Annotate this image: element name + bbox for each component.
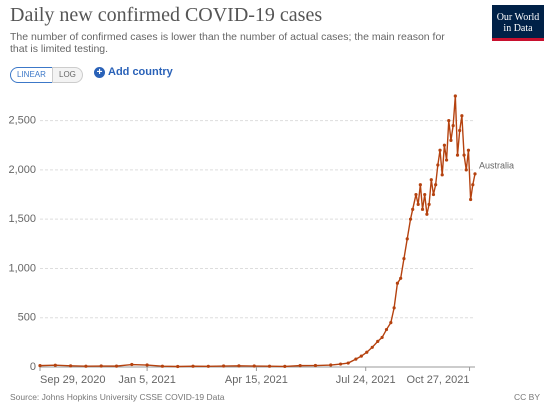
source: Source: Johns Hopkins University CSSE CO… [10,392,225,402]
data-point [313,363,318,368]
chart-subtitle: The number of confirmed cases is lower t… [10,31,445,55]
data-point [453,94,457,98]
y-tick-label: 2,500 [8,115,36,127]
linear-button[interactable]: LINEAR [10,67,53,83]
data-point [416,202,420,206]
data-point [455,153,460,157]
data-point [237,364,241,368]
log-button[interactable]: LOG [52,67,83,83]
data-point [160,364,165,368]
data-point [84,364,88,368]
series-line [39,95,476,368]
data-point [222,364,226,368]
data-point [429,178,433,182]
data-point [267,364,272,368]
data-point [365,350,369,354]
data-point [447,119,451,123]
data-point [359,354,363,358]
data-point [176,364,180,369]
data-point [298,364,302,368]
data-point [338,362,343,366]
data-point [414,192,418,197]
data-point [370,345,374,349]
y-tick-label: 500 [18,312,36,324]
y-tick-label: 0 [30,361,36,373]
data-point [473,172,477,176]
x-tick-label: Apr 15, 2021 [225,374,288,386]
data-point [427,202,431,206]
data-point [451,123,455,128]
x-tick-label: Sep 29, 2020 [40,374,105,386]
x-tick-label: Jul 24, 2021 [336,374,396,386]
data-point [206,364,210,368]
data-point [252,364,256,368]
data-point [458,128,462,133]
data-point [425,212,429,216]
data-point [442,143,446,147]
data-point [53,363,57,367]
data-point [460,114,464,118]
data-point [191,364,195,368]
data-point [471,183,475,187]
data-point [376,339,380,343]
data-point [462,153,466,157]
series-label: Australia [479,160,514,170]
data-point [434,183,438,187]
y-tick-label: 1,500 [8,213,36,225]
data-point [283,364,287,369]
data-point [405,237,409,241]
data-point [130,362,134,367]
logo[interactable]: Our World in Data [492,5,544,41]
y-tick-label: 2,000 [8,164,36,176]
data-point [444,158,449,162]
data-point [114,364,119,368]
data-point [346,361,350,365]
data-point [440,173,444,177]
data-point [418,183,422,187]
data-point [420,207,425,211]
x-tick-label: Jan 5, 2021 [118,374,176,386]
data-point [431,192,436,197]
data-point [399,276,403,280]
data-point [329,363,333,367]
data-point [436,163,440,167]
plus-icon: + [94,66,105,78]
data-point [464,168,468,172]
data-point [354,357,358,361]
data-point [380,335,384,340]
data-point [392,306,396,310]
data-point [466,148,471,152]
add-country-button[interactable]: + Add country [94,66,173,78]
data-point [384,327,389,332]
data-point [411,207,415,211]
data-point [389,321,393,325]
data-point [38,364,42,368]
y-tick-label: 1,000 [8,262,36,274]
data-point [423,192,427,197]
data-point [408,217,413,221]
data-point [449,138,453,142]
chart-title: Daily new confirmed COVID-19 cases [10,4,323,26]
data-point [469,197,473,202]
x-tick-label: Oct 27, 2021 [407,374,470,386]
data-point [69,364,73,368]
data-point [438,148,442,152]
license[interactable]: CC BY [514,392,540,402]
data-point [145,363,149,367]
add-country-label: Add country [108,66,173,78]
data-point [99,364,103,368]
data-point [395,281,399,285]
data-point [402,257,406,261]
